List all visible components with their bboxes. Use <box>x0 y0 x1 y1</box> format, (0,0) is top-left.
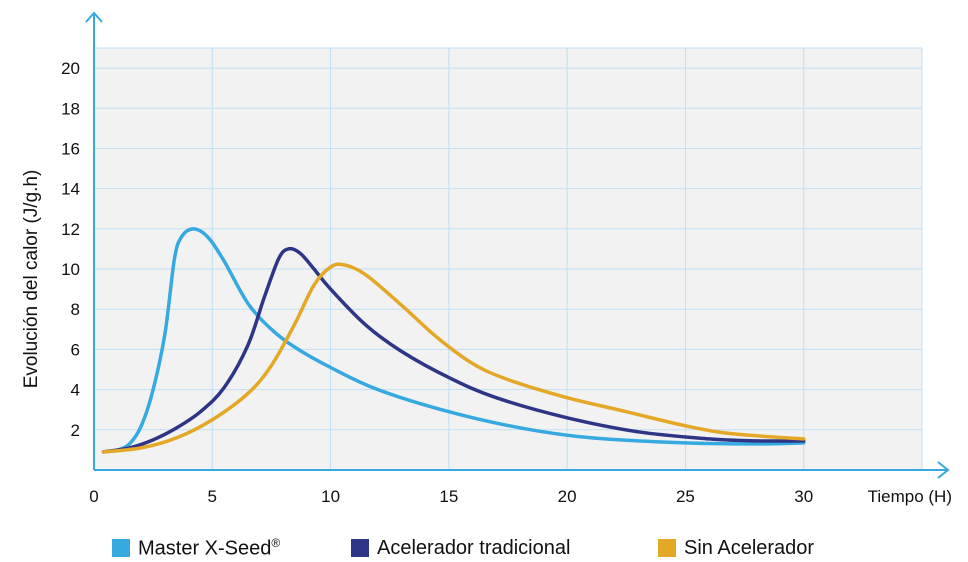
x-tick-label: 10 <box>321 487 340 506</box>
legend-item-acelerador-tradicional: Acelerador tradicional <box>351 536 570 560</box>
y-tick-label: 8 <box>71 300 80 319</box>
x-tick-label: 25 <box>676 487 695 506</box>
y-tick-label: 2 <box>71 421 80 440</box>
series-line-1 <box>101 246 806 454</box>
y-tick-label: 12 <box>61 220 80 239</box>
legend-label: Sin Acelerador <box>684 536 815 559</box>
legend-item-sin-acelerador: Sin Acelerador <box>658 536 814 560</box>
y-tick-label: 10 <box>61 260 80 279</box>
x-axis-arrow <box>937 461 950 479</box>
x-tick-label: 20 <box>558 487 577 506</box>
y-tick-label: 4 <box>71 381 80 400</box>
series-line-0 <box>101 227 806 454</box>
legend-label: Acelerador tradicional <box>377 536 571 559</box>
y-tick-label: 20 <box>61 59 80 78</box>
registered-mark: ® <box>271 535 281 550</box>
x-tick-label: 30 <box>794 487 813 506</box>
x-tick-label: 0 <box>89 487 98 506</box>
x-tick-labels: 0 5 10 15 20 25 30 <box>89 487 813 506</box>
legend-item-master-x-seed: Master X-Seed® <box>112 536 280 560</box>
legend-swatch <box>112 539 130 557</box>
legend-label: Master X-Seed® <box>138 535 281 560</box>
y-axis-arrow <box>85 11 103 23</box>
y-axis-title: Evolución del calor (J/g.h) <box>21 170 42 389</box>
legend: Master X-Seed® Acelerador tradicional Si… <box>0 536 968 562</box>
y-tick-label: 6 <box>71 340 80 359</box>
legend-swatch <box>658 539 676 557</box>
legend-swatch <box>351 539 369 557</box>
series-lines <box>101 227 806 454</box>
plot-background <box>94 48 922 470</box>
grid-lines <box>94 47 923 470</box>
y-tick-label: 18 <box>61 99 80 118</box>
x-tick-label: 5 <box>208 487 217 506</box>
y-tick-label: 14 <box>61 180 80 199</box>
x-axis-title: Tiempo (H) <box>868 487 952 506</box>
y-tick-labels: 2 4 6 8 10 12 14 16 18 20 <box>61 59 80 440</box>
y-tick-label: 16 <box>61 139 80 158</box>
x-tick-label: 15 <box>439 487 458 506</box>
chart-svg: 2 4 6 8 10 12 14 16 18 20 0 5 10 15 20 25 30 Evolución … <box>21 11 952 506</box>
series-line-2 <box>101 262 806 454</box>
axes <box>85 11 950 479</box>
